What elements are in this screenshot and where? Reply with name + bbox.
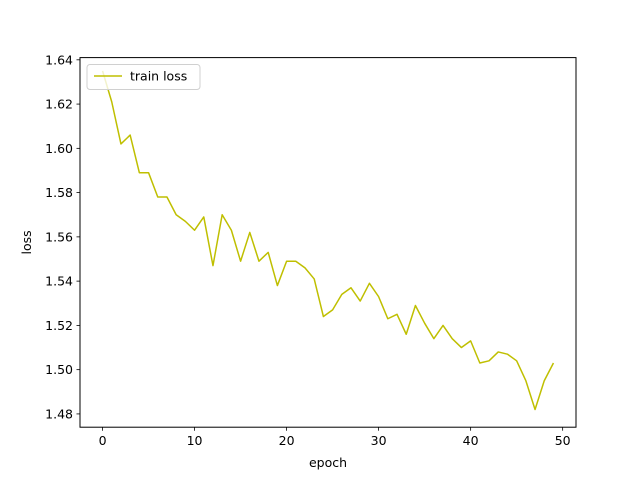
plot-area	[101, 70, 555, 411]
x-tick-label: 10	[187, 433, 203, 448]
y-axis-label: loss	[19, 230, 34, 254]
legend-box	[86, 64, 201, 90]
x-tick-label: 0	[99, 433, 107, 448]
axes-frame	[79, 57, 577, 428]
axis-ticks: 0 10 20 30 40 50 1.48 1.50 1.52 1.54 1.56 1.58 1.60 1…	[45, 52, 571, 448]
y-tick-label: 1.64	[45, 52, 73, 67]
legend-label: train loss	[130, 69, 187, 84]
y-tick-label: 1.48	[45, 406, 73, 421]
legend: train loss	[86, 64, 201, 90]
y-tick-label: 1.52	[45, 318, 73, 333]
x-tick-label: 40	[463, 433, 479, 448]
y-tick-label: 1.56	[45, 229, 73, 244]
series-line-train-loss	[101, 70, 555, 411]
y-tick-label: 1.58	[45, 185, 73, 200]
x-tick-label: 50	[555, 433, 571, 448]
x-axis-label: epoch	[309, 455, 347, 470]
y-tick-label: 1.54	[45, 274, 73, 289]
y-tick-label: 1.60	[45, 141, 73, 156]
x-tick-label: 20	[279, 433, 295, 448]
y-tick-label: 1.50	[45, 362, 73, 377]
y-tick-label: 1.62	[45, 97, 73, 112]
x-tick-label: 30	[371, 433, 387, 448]
